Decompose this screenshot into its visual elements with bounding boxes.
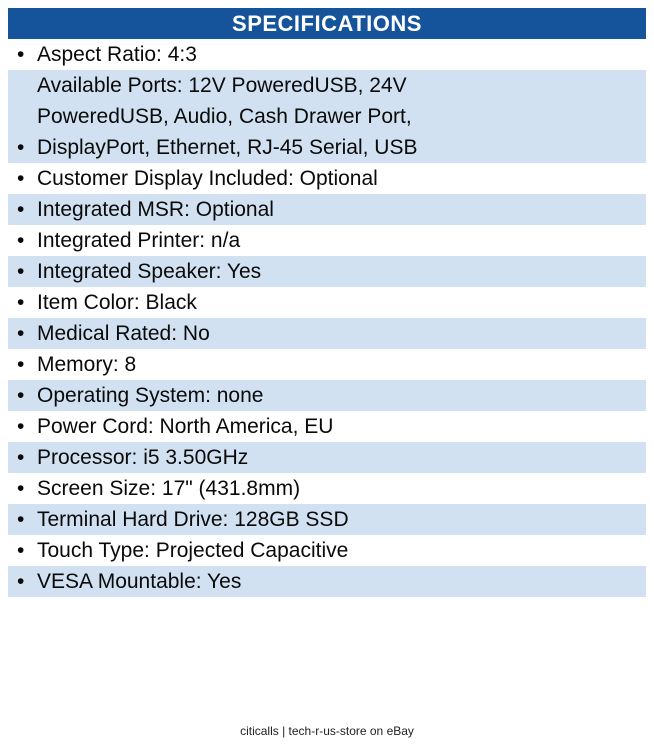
spec-row: • Memory: 8 bbox=[8, 349, 646, 380]
row-line: Integrated Printer: n/a bbox=[37, 229, 241, 252]
spec-row: • VESA Mountable: Yes bbox=[8, 566, 646, 597]
bullet-icon: • bbox=[17, 508, 25, 531]
row-lines: Item Color: Black bbox=[37, 287, 646, 318]
row-lines: Available Ports: 12V PoweredUSB, 24V Powe… bbox=[37, 70, 646, 163]
bullet-icon: • bbox=[17, 291, 25, 314]
bullet-icon: • bbox=[17, 136, 25, 159]
row-line: Available Ports: 12V PoweredUSB, 24V bbox=[37, 74, 407, 97]
row-lines: Processor: i5 3.50GHz bbox=[37, 442, 646, 473]
spec-row: • Touch Type: Projected Capacitive bbox=[8, 535, 646, 566]
bullet-icon: • bbox=[17, 539, 25, 562]
row-lines: Touch Type: Projected Capacitive bbox=[37, 535, 646, 566]
bullet-icon: • bbox=[17, 446, 25, 469]
row-lines: Screen Size: 17" (431.8mm) bbox=[37, 473, 646, 504]
row-lines: Medical Rated: No bbox=[37, 318, 646, 349]
spec-row: • Terminal Hard Drive: 128GB SSD bbox=[8, 504, 646, 535]
row-line: Operating System: none bbox=[37, 384, 264, 407]
spec-row: • Integrated Speaker: Yes bbox=[8, 256, 646, 287]
spec-row: • Integrated MSR: Optional bbox=[8, 194, 646, 225]
row-lines: Integrated Speaker: Yes bbox=[37, 256, 646, 287]
bullet-icon: • bbox=[17, 570, 25, 593]
spec-row: • Screen Size: 17" (431.8mm) bbox=[8, 473, 646, 504]
row-line: Memory: 8 bbox=[37, 353, 137, 376]
spec-row: • Operating System: none bbox=[8, 380, 646, 411]
spec-row: • Power Cord: North America, EU bbox=[8, 411, 646, 442]
spec-row: • Item Color: Black bbox=[8, 287, 646, 318]
row-line: Medical Rated: No bbox=[37, 322, 210, 345]
bullet-icon: • bbox=[17, 384, 25, 407]
row-line: Item Color: Black bbox=[37, 291, 197, 314]
row-line: Aspect Ratio: 4:3 bbox=[37, 43, 197, 66]
row-lines: Operating System: none bbox=[37, 380, 646, 411]
row-line: Screen Size: 17" (431.8mm) bbox=[37, 477, 301, 500]
row-lines: Integrated MSR: Optional bbox=[37, 194, 646, 225]
bullet-icon: • bbox=[17, 322, 25, 345]
row-lines: Aspect Ratio: 4:3 bbox=[37, 39, 646, 70]
bullet-icon: • bbox=[17, 415, 25, 438]
spec-rows: • Aspect Ratio: 4:3 • Available Ports: 1… bbox=[8, 39, 646, 597]
spec-row: • Aspect Ratio: 4:3 bbox=[8, 39, 646, 70]
row-line: Integrated Speaker: Yes bbox=[37, 260, 262, 283]
row-lines: Memory: 8 bbox=[37, 349, 646, 380]
bullet-icon: • bbox=[17, 229, 25, 252]
bullet-icon: • bbox=[17, 43, 25, 66]
seller-attribution-text: citicalls | tech-r-us-store on eBay bbox=[240, 724, 414, 738]
bullet-icon: • bbox=[17, 477, 25, 500]
row-line: DisplayPort, Ethernet, RJ-45 Serial, USB bbox=[37, 136, 418, 159]
spec-row: • Available Ports: 12V PoweredUSB, 24V Po… bbox=[8, 70, 646, 163]
row-line: Touch Type: Projected Capacitive bbox=[37, 539, 349, 562]
row-lines: Terminal Hard Drive: 128GB SSD bbox=[37, 504, 646, 535]
row-line: VESA Mountable: Yes bbox=[37, 570, 242, 593]
row-line: Power Cord: North America, EU bbox=[37, 415, 334, 438]
spec-row: • Integrated Printer: n/a bbox=[8, 225, 646, 256]
spec-row: • Processor: i5 3.50GHz bbox=[8, 442, 646, 473]
row-lines: Integrated Printer: n/a bbox=[37, 225, 646, 256]
specifications-header: SPECIFICATIONS bbox=[8, 8, 646, 39]
row-line: Customer Display Included: Optional bbox=[37, 167, 378, 190]
row-line: PoweredUSB, Audio, Cash Drawer Port, bbox=[37, 105, 412, 128]
bullet-icon: • bbox=[17, 167, 25, 190]
bullet-icon: • bbox=[17, 198, 25, 221]
row-line: Processor: i5 3.50GHz bbox=[37, 446, 249, 469]
row-line: Integrated MSR: Optional bbox=[37, 198, 274, 221]
row-lines: Customer Display Included: Optional bbox=[37, 163, 646, 194]
row-lines: VESA Mountable: Yes bbox=[37, 566, 646, 597]
spec-row: • Customer Display Included: Optional bbox=[8, 163, 646, 194]
bullet-icon: • bbox=[17, 260, 25, 283]
row-lines: Power Cord: North America, EU bbox=[37, 411, 646, 442]
bullet-icon: • bbox=[17, 353, 25, 376]
spec-row: • Medical Rated: No bbox=[8, 318, 646, 349]
row-line: Terminal Hard Drive: 128GB SSD bbox=[37, 508, 349, 531]
specifications-table: SPECIFICATIONS • Aspect Ratio: 4:3 • Ava… bbox=[8, 8, 646, 597]
